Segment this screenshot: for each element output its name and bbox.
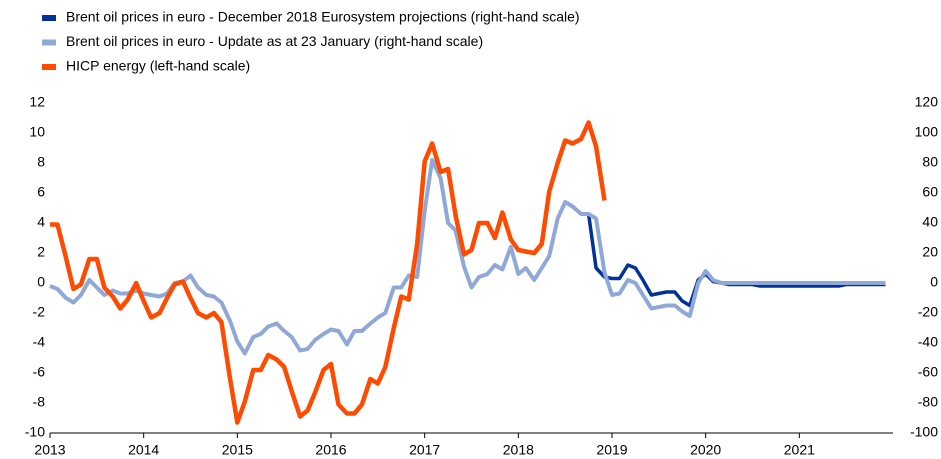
legend-swatch	[42, 64, 56, 70]
x-tick-label: 2014	[128, 442, 159, 458]
y2-tick-label: -20	[918, 304, 938, 320]
y2-tick-label: 40	[922, 214, 938, 230]
x-tick-label: 2015	[222, 442, 253, 458]
legend-label: Brent oil prices in euro - December 2018…	[66, 9, 580, 25]
legend-swatch	[42, 39, 56, 46]
y-tick-label: -2	[33, 304, 46, 320]
y-tick-label: 6	[37, 184, 45, 200]
y2-tick-label: 80	[922, 154, 938, 170]
y-tick-label: 8	[37, 154, 45, 170]
x-tick-label: 2021	[784, 442, 815, 458]
legend-label: HICP energy (left-hand scale)	[66, 58, 250, 74]
series-line	[586, 213, 886, 308]
y2-tick-label: 0	[930, 274, 938, 290]
y2-tick-label: -40	[918, 334, 938, 350]
y-tick-label: -6	[33, 364, 46, 380]
y-tick-label: 10	[29, 124, 45, 140]
x-tick-label: 2020	[690, 442, 721, 458]
legend-label: Brent oil prices in euro - Update as at …	[66, 33, 483, 49]
y2-tick-label: 120	[915, 94, 939, 110]
y2-tick-label: 20	[922, 244, 938, 260]
y2-tick-label: 100	[915, 124, 939, 140]
x-tick-label: 2018	[503, 442, 534, 458]
y-tick-label: -4	[33, 334, 46, 350]
y-tick-label: 2	[37, 244, 45, 260]
y2-tick-label: 60	[922, 184, 938, 200]
y-tick-label: 4	[37, 214, 45, 230]
legend-swatch	[42, 15, 56, 21]
y-tick-label: -8	[33, 394, 46, 410]
x-tick-label: 2016	[315, 442, 346, 458]
series-line	[49, 158, 886, 356]
y-tick-label: 12	[29, 94, 45, 110]
x-tick-label: 2019	[596, 442, 627, 458]
x-tick-label: 2017	[409, 442, 440, 458]
x-tick-label: 2013	[34, 442, 65, 458]
y2-tick-label: -60	[918, 364, 938, 380]
y2-tick-label: -80	[918, 394, 938, 410]
y-tick-label: -10	[25, 424, 45, 440]
y-tick-label: 0	[37, 274, 45, 290]
y2-tick-label: -100	[910, 424, 938, 440]
series-line	[50, 120, 607, 425]
